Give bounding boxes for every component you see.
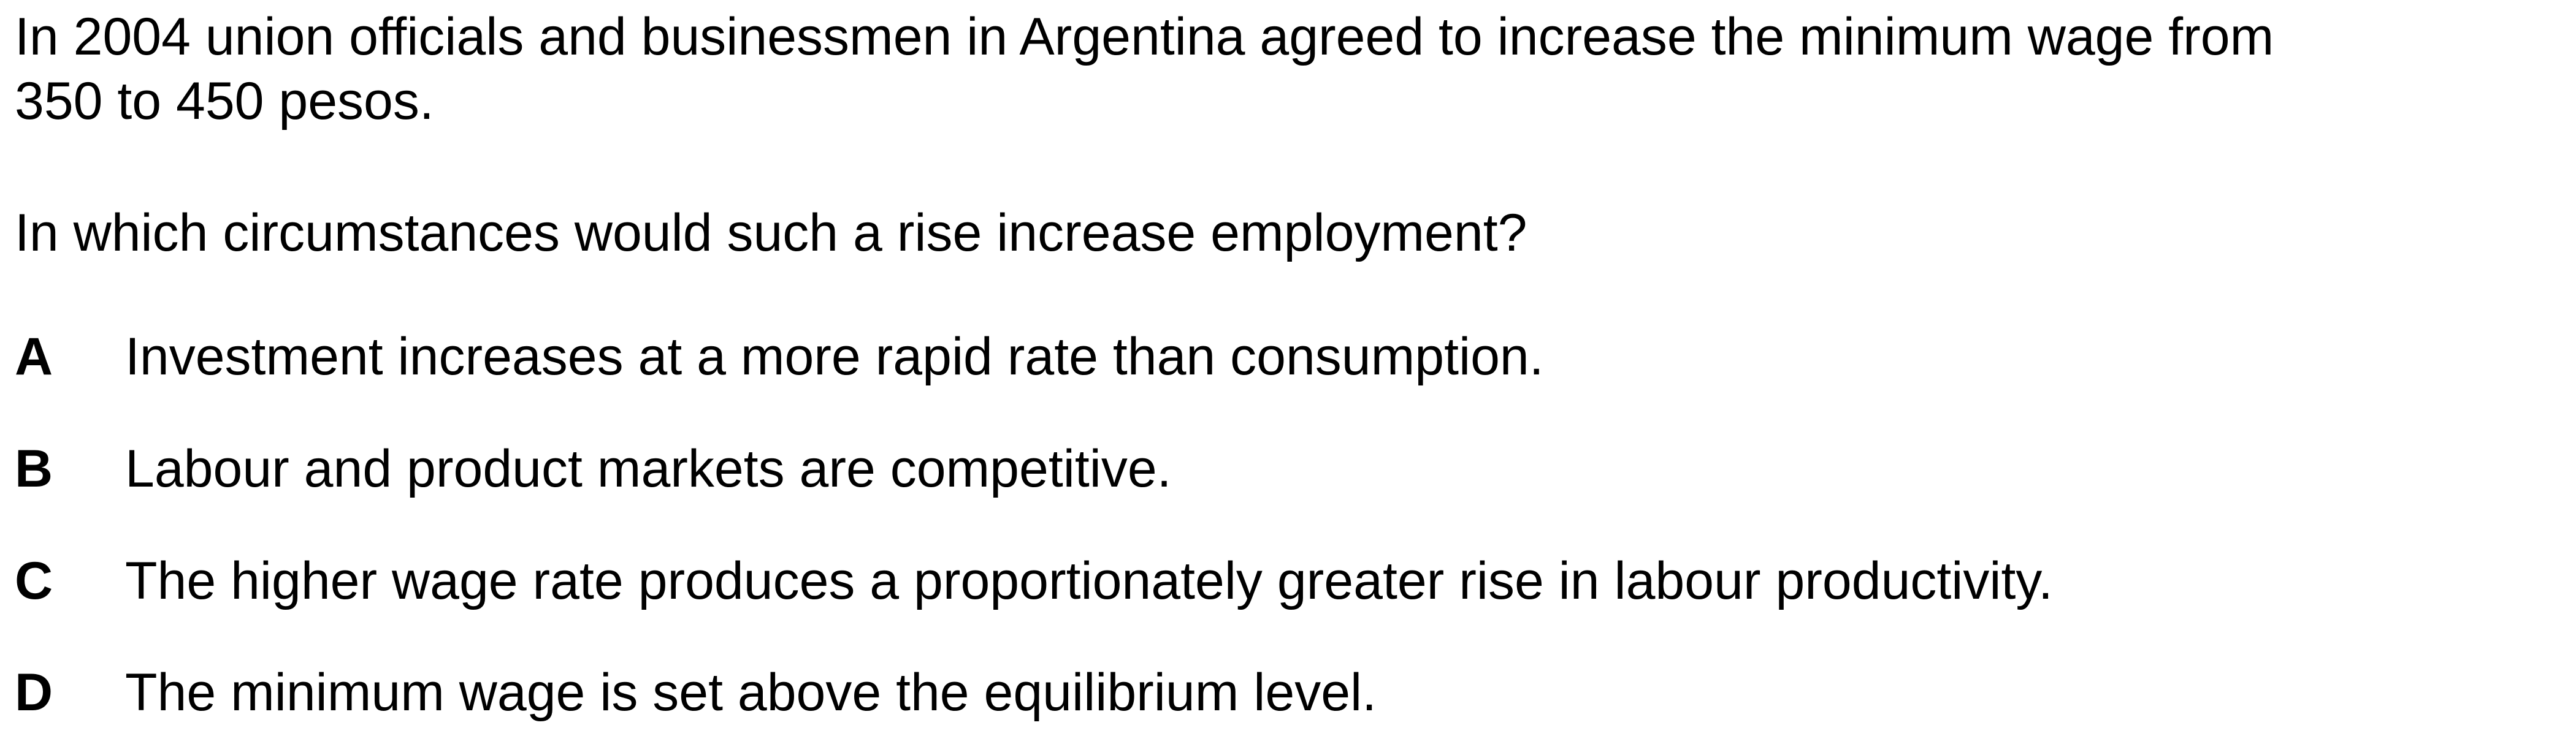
stem-line-1: In 2004 union officials and businessmen … — [15, 7, 2274, 66]
question-stem: In 2004 union officials and businessmen … — [15, 5, 2559, 134]
option-letter-c: C — [15, 552, 53, 610]
option-d: D The minimum wage is set above the equi… — [15, 661, 1377, 725]
option-b: B Labour and product markets are competi… — [15, 437, 1172, 501]
option-letter-a: A — [15, 327, 53, 386]
option-text-d: The minimum wage is set above the equili… — [125, 663, 1377, 722]
question-document: In 2004 union officials and businessmen … — [15, 5, 2559, 722]
option-letter-d: D — [15, 663, 53, 722]
option-text-a: Investment increases at a more rapid rat… — [125, 327, 1544, 386]
option-text-b: Labour and product markets are competiti… — [125, 439, 1172, 498]
option-text-c: The higher wage rate produces a proporti… — [125, 552, 2053, 610]
option-a: A Investment increases at a more rapid r… — [15, 325, 1544, 389]
question-prompt: In which circumstances would such a rise… — [15, 203, 1527, 262]
option-c: C The higher wage rate produces a propor… — [15, 549, 2053, 613]
option-letter-b: B — [15, 439, 53, 498]
stem-line-2: 350 to 450 pesos. — [15, 72, 434, 131]
